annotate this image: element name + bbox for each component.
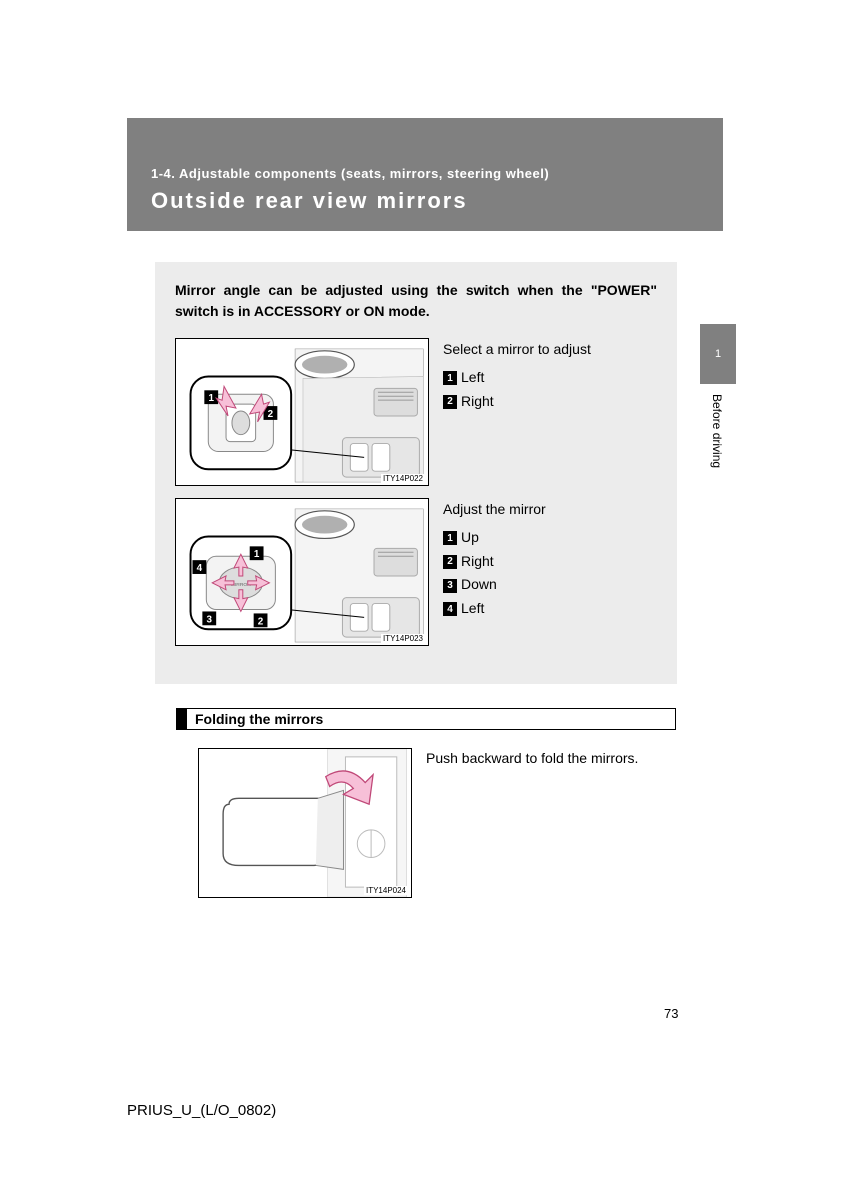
- chapter-label: Before driving: [710, 394, 724, 468]
- image-id: ITY14P022: [381, 474, 425, 483]
- heading-stripe: [177, 709, 187, 729]
- list-item: 1 Up: [443, 526, 657, 550]
- chapter-number: 1: [715, 348, 721, 360]
- svg-text:3: 3: [207, 614, 213, 625]
- chapter-tab: 1: [700, 324, 736, 384]
- item-label: Up: [461, 529, 479, 545]
- list-item: 4 Left: [443, 597, 657, 621]
- page-title: Outside rear view mirrors: [151, 188, 468, 214]
- page-number: 73: [664, 1006, 678, 1021]
- select-heading: Select a mirror to adjust: [443, 338, 657, 362]
- image-id: ITY14P023: [381, 634, 425, 643]
- svg-text:1: 1: [254, 549, 260, 560]
- num-badge: 4: [443, 602, 457, 616]
- item-label: Down: [461, 576, 497, 592]
- folding-heading: Folding the mirrors: [195, 711, 323, 727]
- num-badge: 2: [443, 555, 457, 569]
- num-badge: 3: [443, 579, 457, 593]
- num-badge: 2: [443, 395, 457, 409]
- num-badge: 1: [443, 371, 457, 385]
- svg-text:4: 4: [197, 563, 203, 574]
- svg-text:1: 1: [209, 393, 215, 404]
- select-mirror-diagram: 1 2 ITY14P022: [175, 338, 429, 486]
- section-label: 1-4. Adjustable components (seats, mirro…: [151, 166, 549, 181]
- item-label: Left: [461, 600, 484, 616]
- adjust-heading: Adjust the mirror: [443, 498, 657, 522]
- adjust-mirror-diagram: MIRROR 1 2 3 4 ITY14P023: [175, 498, 429, 646]
- instruction-panel: Mirror angle can be adjusted using the s…: [155, 262, 677, 684]
- item-label: Left: [461, 369, 484, 385]
- folding-text: Push backward to fold the mirrors.: [426, 748, 676, 898]
- svg-text:2: 2: [258, 616, 264, 627]
- intro-text: Mirror angle can be adjusted using the s…: [175, 280, 657, 322]
- list-item: 2 Right: [443, 390, 657, 414]
- select-mirror-text: Select a mirror to adjust 1 Left 2 Right: [443, 338, 657, 486]
- num-badge: 1: [443, 531, 457, 545]
- adjust-mirror-text: Adjust the mirror 1 Up 2 Right 3 Down 4 Left: [443, 498, 657, 646]
- list-item: 1 Left: [443, 366, 657, 390]
- folding-heading-bar: Folding the mirrors: [176, 708, 676, 730]
- list-item: 2 Right: [443, 550, 657, 574]
- svg-text:2: 2: [268, 409, 274, 420]
- item-label: Right: [461, 393, 494, 409]
- header-banner: 1-4. Adjustable components (seats, mirro…: [127, 118, 723, 231]
- footer-code: PRIUS_U_(L/O_0802): [127, 1102, 276, 1119]
- folding-row: ITY14P024 Push backward to fold the mirr…: [198, 748, 676, 898]
- image-id: ITY14P024: [364, 886, 408, 895]
- list-item: 3 Down: [443, 573, 657, 597]
- folding-diagram: ITY14P024: [198, 748, 412, 898]
- item-label: Right: [461, 553, 494, 569]
- select-mirror-row: 1 2 ITY14P022 Select a mirror to adjust …: [175, 338, 657, 486]
- adjust-mirror-row: MIRROR 1 2 3 4 ITY14P023 Adjust the mirr…: [175, 498, 657, 646]
